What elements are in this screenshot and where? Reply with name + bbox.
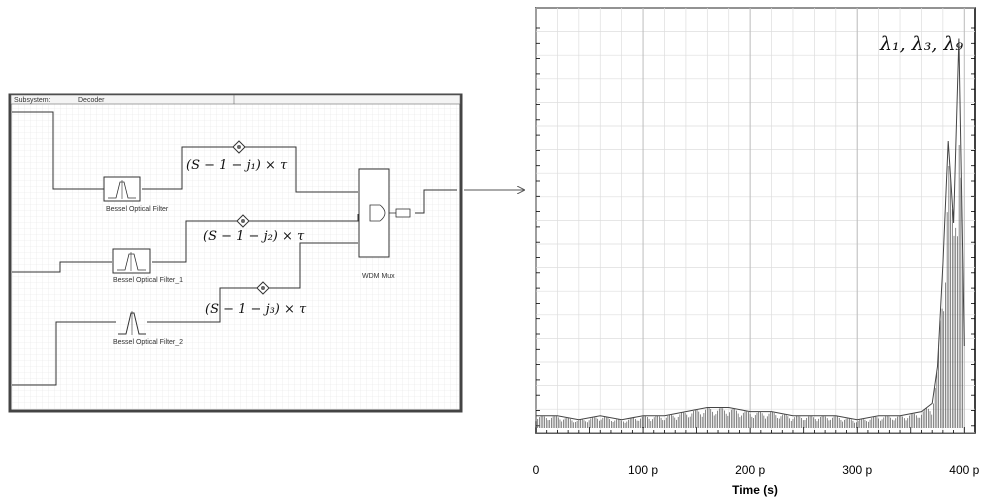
signal-oscillation bbox=[535, 145, 963, 428]
wdm-mux-label: WDM Mux bbox=[362, 273, 395, 280]
delay-label-1: (S − 1 − j₁) × τ bbox=[186, 158, 288, 173]
x-tick-label: 300 p bbox=[842, 463, 872, 477]
delay-label-2: (S − 1 − j₂) × τ bbox=[203, 229, 305, 244]
wdm-mux-block[interactable]: WDM Mux bbox=[358, 168, 411, 280]
bessel-filter-label-1: Bessel Optical Filter_1 bbox=[113, 277, 183, 284]
subsystem-name: Decoder bbox=[78, 97, 105, 104]
chart: 0 100 p 200 p 300 p 400 p Time (s) λ₁, λ₃, λ… bbox=[533, 7, 980, 497]
subsystem-diagram: Subsystem: Decoder bbox=[8, 93, 463, 413]
wires bbox=[12, 111, 457, 386]
bessel-filter-label-0: Bessel Optical Filter bbox=[106, 206, 169, 213]
wavelength-annotation: λ₁, λ₃, λ₉ bbox=[879, 33, 964, 55]
bessel-filter-block-2[interactable]: Bessel Optical Filter_2 bbox=[113, 311, 183, 346]
subsystem-header bbox=[10, 94, 461, 105]
delay-block-1[interactable] bbox=[232, 140, 246, 154]
x-tick-label: 100 p bbox=[628, 463, 658, 477]
delay-block-3[interactable] bbox=[256, 281, 270, 295]
x-tick-label: 200 p bbox=[735, 463, 765, 477]
grid-major bbox=[535, 8, 965, 433]
x-tick-labels: 0 100 p 200 p 300 p 400 p bbox=[533, 463, 980, 477]
delay-block-2[interactable] bbox=[236, 214, 250, 228]
bessel-filter-block-1[interactable]: Bessel Optical Filter_1 bbox=[112, 248, 183, 284]
delay-label-3: (S − 1 − j₃) × τ bbox=[205, 302, 307, 317]
subsystem-label: Subsystem: bbox=[14, 97, 51, 104]
bessel-filter-label-2: Bessel Optical Filter_2 bbox=[113, 339, 183, 346]
x-tick-label: 400 p bbox=[949, 463, 979, 477]
x-axis-label: Time (s) bbox=[732, 483, 778, 497]
x-tick-label: 0 bbox=[533, 463, 540, 477]
signal-line bbox=[536, 38, 965, 421]
tick-marks bbox=[535, 27, 975, 433]
bessel-filter-block-0[interactable]: Bessel Optical Filter bbox=[103, 176, 169, 213]
